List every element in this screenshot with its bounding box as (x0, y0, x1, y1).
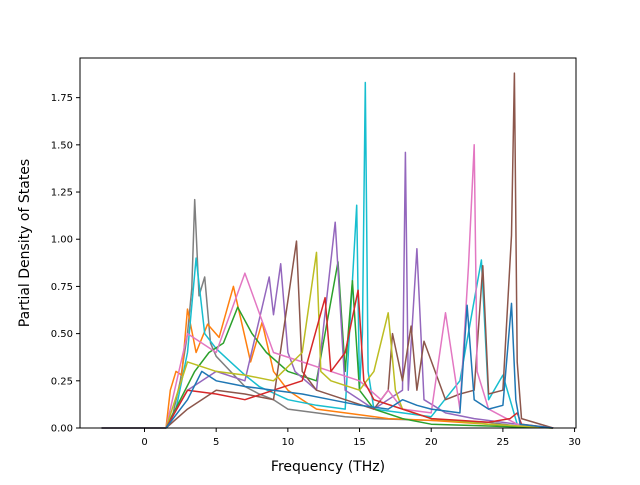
x-tick-label: 20 (425, 437, 438, 448)
x-tick-label: 25 (497, 437, 510, 448)
y-tick-label: 0.75 (51, 282, 73, 293)
x-axis-ticks: 0 5 10 15 20 25 30 (141, 428, 581, 448)
y-tick-label: 0.50 (51, 329, 73, 340)
y-tick-label: 0.00 (51, 424, 73, 435)
y-axis-label: Partial Density of States (17, 159, 33, 327)
series-line-10 (101, 302, 554, 429)
y-tick-label: 1.50 (51, 140, 73, 151)
series-line-6 (101, 72, 554, 429)
x-axis-label: Frequency (THz) (271, 459, 385, 475)
x-tick-label: 15 (353, 437, 366, 448)
x-tick-label: 30 (568, 437, 581, 448)
series-line-9 (101, 289, 554, 429)
y-axis-ticks: 0.00 0.25 0.50 0.75 1.00 1.25 1.50 1.75 (51, 93, 80, 435)
series-line-5 (101, 151, 554, 429)
series-line-7 (101, 144, 554, 429)
series-line-3 (101, 81, 554, 429)
y-tick-label: 0.25 (51, 376, 73, 387)
y-tick-label: 1.75 (51, 93, 73, 104)
x-tick-label: 0 (141, 437, 147, 448)
x-tick-label: 5 (213, 437, 219, 448)
series-layer (101, 72, 554, 429)
y-tick-label: 1.00 (51, 235, 73, 246)
x-tick-label: 10 (281, 437, 294, 448)
y-tick-label: 1.25 (51, 188, 73, 199)
plot-frame (79, 57, 577, 429)
